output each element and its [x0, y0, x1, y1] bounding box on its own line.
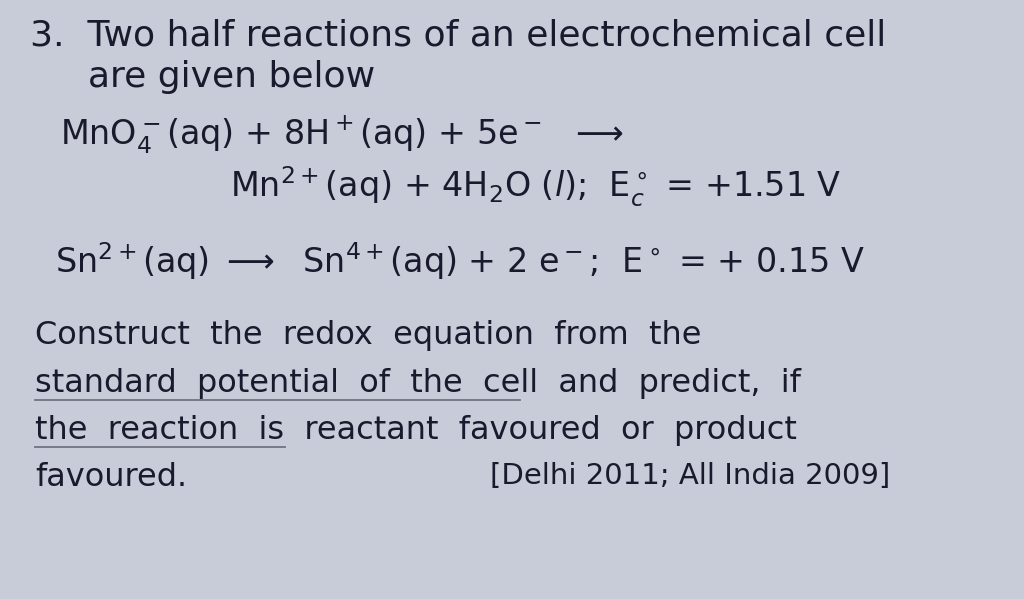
Text: Sn$^{2+}$(aq) $\longrightarrow$  Sn$^{4+}$(aq) + 2 e$^-$;  E$^\circ$ = + 0.15 V: Sn$^{2+}$(aq) $\longrightarrow$ Sn$^{4+}… — [55, 240, 864, 282]
Text: MnO$_4^-$(aq) + 8H$^+$(aq) + 5e$^-$  $\longrightarrow$: MnO$_4^-$(aq) + 8H$^+$(aq) + 5e$^-$ $\lo… — [60, 115, 624, 157]
Text: the  reaction  is  reactant  favoured  or  product: the reaction is reactant favoured or pro… — [35, 415, 797, 446]
Text: Construct  the  redox  equation  from  the: Construct the redox equation from the — [35, 320, 701, 351]
Text: are given below: are given below — [88, 60, 375, 94]
Text: 3.  Two half reactions of an electrochemical cell: 3. Two half reactions of an electrochemi… — [30, 18, 886, 52]
Text: standard  potential  of  the  cell  and  predict,  if: standard potential of the cell and predi… — [35, 368, 801, 399]
Text: [Delhi 2011; All India 2009]: [Delhi 2011; All India 2009] — [490, 462, 890, 490]
Text: Mn$^{2+}$(aq) + 4H$_2$O ($\it{l}$);  E$_c^\circ$ = +1.51 V: Mn$^{2+}$(aq) + 4H$_2$O ($\it{l}$); E$_c… — [230, 165, 842, 209]
Text: favoured.: favoured. — [35, 462, 187, 493]
